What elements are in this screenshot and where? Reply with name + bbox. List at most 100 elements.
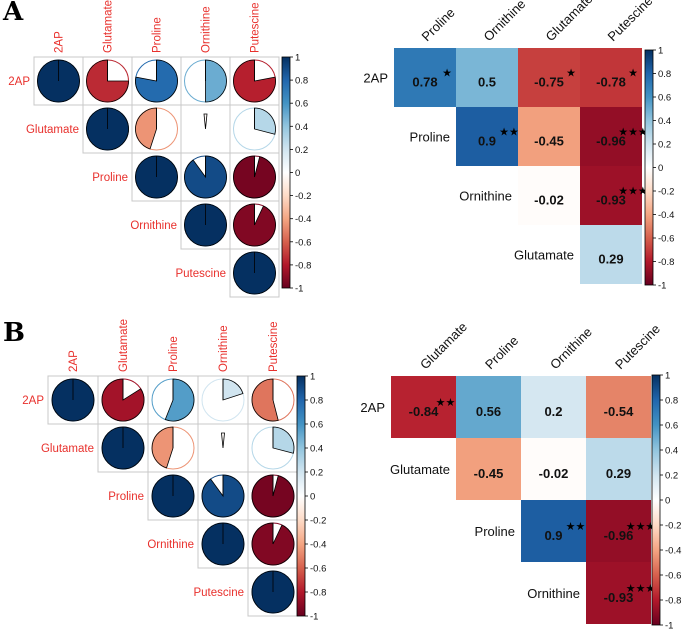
panel-a-pie-row-label: 2AP (8, 76, 30, 88)
panel-a-heat-significance-stars: ★★★ (618, 126, 648, 139)
panel-a-heat-value: -0.96 (596, 134, 626, 149)
panel-a-heat-row-label: Proline (410, 130, 450, 145)
panel-a-pie-row-label: Putescine (175, 268, 226, 280)
panel-a-heat-colorbar-tick-label: 1 (658, 46, 663, 57)
panel-a-pie-colorbar-tick-label: -1 (295, 284, 303, 295)
panel-b-pie-colorbar-tick-label: -0.2 (310, 516, 326, 527)
panel-a-heat-cell (580, 107, 642, 166)
panel-b-heat-significance-stars: ★★ (436, 396, 456, 409)
panel-a-heat-significance-stars: ★ (566, 67, 576, 80)
panel-b-pie-colorbar-tick-label: -0.8 (310, 588, 326, 599)
panel-a-heat-row-label: Glutamate (514, 248, 574, 263)
panel-b-heat-cell (586, 438, 651, 500)
panel-b-heat-colorbar-tick-label: -0.8 (665, 596, 681, 607)
panel-a-heat-value: 0.9 (478, 134, 496, 149)
panel-a-heat-value: -0.78 (596, 75, 626, 90)
panel-a-heat-colorbar-tick-label: -0.6 (658, 234, 674, 245)
panel-b-heat-value: -0.84 (409, 404, 439, 419)
panel-a-heat-cell (580, 48, 642, 107)
panel-b-heat-row-label: Ornithine (527, 586, 580, 601)
panel-a-pie-wedge (233, 59, 276, 103)
panel-a-heat-colorbar-tick-label: -0.4 (658, 210, 674, 221)
panel-b-pie-colorbar-bar (296, 375, 306, 617)
panel-a-pie-colorbar-tick-label: -0.6 (295, 237, 311, 248)
panel-a-heat-significance-stars: ★★★ (618, 185, 648, 198)
panel-a-pie-col-label: Glutamate (103, 0, 115, 53)
panel-b-pie-colorbar-tick-label: 0.6 (310, 420, 323, 431)
panel-b-heat-colorbar-tick-label: 0 (665, 496, 670, 507)
panel-a-heat-col-label: Putescine (605, 0, 656, 44)
panel-b-heat-col-label: Glutamate (417, 319, 470, 372)
panel-b-heat-colorbar-tick-label: -0.4 (665, 546, 681, 557)
panel-b-pie-colorbar-tick-label: 0 (310, 492, 315, 503)
panel-b-heat-colorbar-tick-label: 0.4 (665, 446, 678, 457)
panel-b-heat-row-label: Glutamate (390, 462, 450, 477)
panel-b-pie-col-label: Ornithine (218, 325, 230, 372)
panel-a-pie-col-label: Ornithine (201, 6, 213, 53)
panel-b-pie-col-label: Proline (168, 336, 180, 372)
panel-b-heat-cell (521, 438, 586, 500)
panel-a-heat-colorbar-tick-label: -0.2 (658, 187, 674, 198)
panel-b-heat-row-label: Proline (475, 524, 515, 539)
panel-b-heat-value: -0.02 (539, 466, 569, 481)
panel-a-heat-colorbar-tick-label: 0.4 (658, 116, 671, 127)
panel-a-heat-value: 0.5 (478, 75, 496, 90)
panel-b-pie-row-label: Proline (108, 491, 144, 503)
panel-b-pie-wedge (164, 378, 195, 422)
panel-a-heat-colorbar-tick-label: -0.8 (658, 257, 674, 268)
panel-b-heat-value: 0.9 (544, 528, 562, 543)
panel-b-pie-colorbar-tick-label: -0.6 (310, 564, 326, 575)
panel-b-heat-value: -0.93 (604, 590, 634, 605)
panel-a-pie-colorbar-tick-label: 0.2 (295, 145, 308, 156)
panel-b-heat-value: -0.54 (604, 404, 634, 419)
panel-b-heat-cell (521, 500, 586, 562)
panel-a-heat-col-label: Proline (419, 5, 458, 44)
panel-b-letter: B (3, 318, 25, 348)
panel-b-pie-colorbar-tick-label: 0.4 (310, 444, 323, 455)
panel-b-heat-value: 0.56 (476, 404, 501, 419)
panel-b-heat-significance-stars: ★★ (566, 520, 586, 533)
panel-b-heat-cell (586, 376, 651, 438)
panel-a-pie-col-label: Putescine (250, 2, 262, 53)
panel-a-pie-colorbar-tick-label: -0.8 (295, 260, 311, 271)
panel-a-heat-value: -0.02 (534, 193, 564, 208)
panel-b-heat-colorbar-bar (651, 374, 661, 626)
panel-a-pie-row-label: Glutamate (26, 124, 79, 136)
panel-a-heat-colorbar-tick-label: 0 (658, 163, 663, 174)
panel-a-heat-colorbar-bar (644, 49, 654, 286)
panel-b-pie-colorbar-tick-label: 1 (310, 372, 315, 383)
panel-a-heat-colorbar-tick-label: 0.6 (658, 93, 671, 104)
panel-b-pie-row-label: Putescine (193, 587, 244, 599)
panel-b-heat-row-label: 2AP (360, 400, 385, 415)
panel-a-pie-col-label: Proline (152, 17, 164, 53)
panel-b-heat-significance-stars: ★★★ (626, 582, 656, 595)
panel-a-heat-value: 0.29 (598, 252, 623, 267)
panel-a-heat-value: -0.75 (534, 75, 564, 90)
panel-b-heat-value: 0.2 (544, 404, 562, 419)
panel-a-pie-row-label: Proline (92, 172, 128, 184)
panel-b-heat-cell (586, 562, 651, 624)
panel-a-pie-colorbar-tick-label: 0.4 (295, 122, 308, 133)
panel-a-pie-colorbar-bar (281, 56, 291, 289)
panel-a-pie-colorbar-tick-label: -0.4 (295, 214, 311, 225)
panel-a-pie-col-label: 2AP (54, 31, 66, 53)
panel-b-heat-col-label: Putescine (612, 321, 663, 372)
panel-a-pie-wedge (135, 107, 157, 150)
panel-a-heat-significance-stars: ★★ (499, 126, 519, 139)
panel-b-heat-colorbar-tick-label: -0.2 (665, 521, 681, 532)
panel-b-heat-cell (391, 376, 456, 438)
panel-a-heat-cell (518, 107, 580, 166)
panel-b-heat-colorbar-tick-label: 0.6 (665, 421, 678, 432)
panel-a-heat-colorbar-tick-label: -1 (658, 281, 666, 292)
panel-a-heat-cell (394, 48, 456, 107)
panel-a-heat-value: -0.45 (534, 134, 564, 149)
panel-a-heat-cell (518, 48, 580, 107)
panel-a-heat-cell (580, 225, 642, 284)
panel-b-heat-value: -0.96 (604, 528, 634, 543)
panel-b-pie-row-label: Glutamate (41, 443, 94, 455)
panel-a-pie-colorbar-tick-label: 0.8 (295, 76, 308, 87)
panel-a-heat-row-label: 2AP (363, 71, 388, 86)
panel-b-heat-cell (521, 376, 586, 438)
panel-a-pie-colorbar-tick-label: 1 (295, 53, 300, 64)
